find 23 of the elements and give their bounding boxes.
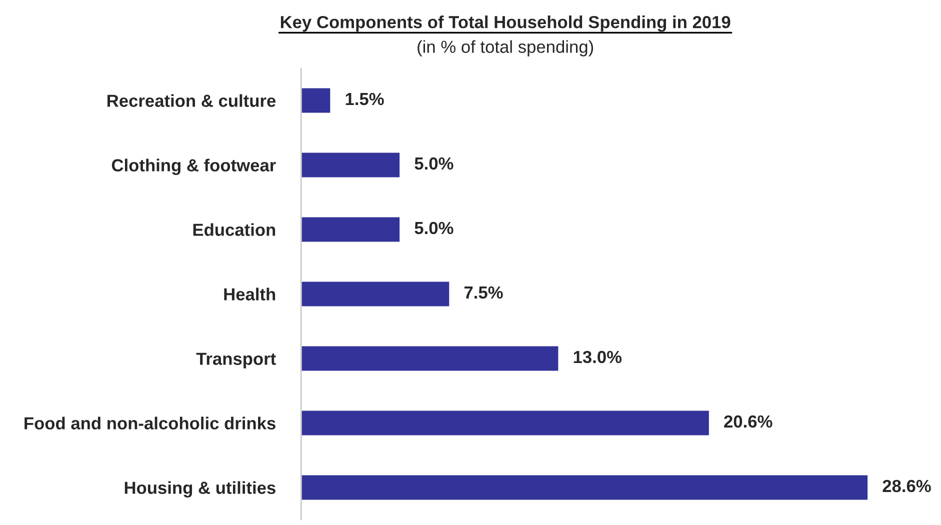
data-label: 28.6% — [882, 480, 931, 492]
chart-subtitle: (in % of total spending) — [418, 40, 594, 56]
bar — [301, 280, 451, 308]
data-label: 13.0% — [574, 350, 622, 364]
y-tick-label: Food and non-alcoholic drinks — [24, 416, 276, 430]
y-tick-label: Health — [224, 288, 276, 300]
bar — [301, 409, 710, 437]
data-label: 1.5% — [346, 92, 384, 106]
data-label: 7.5% — [464, 286, 503, 299]
bar — [301, 344, 560, 372]
data-label: 5.0% — [414, 157, 454, 170]
y-tick-label: Housing & utilities — [124, 481, 276, 498]
bar — [301, 86, 332, 114]
data-label: 5.0% — [414, 222, 454, 234]
chart-title: Key Components of Total Household Spending in 2019 — [280, 15, 730, 32]
bar — [301, 474, 869, 502]
y-tick-label: Recreation & culture — [107, 94, 276, 107]
y-tick-label: Clothing & footwear — [112, 158, 276, 175]
data-label: 20.6% — [724, 415, 772, 428]
y-tick-label: Education — [193, 223, 276, 236]
bar — [301, 151, 401, 179]
bar — [301, 216, 401, 244]
y-tick-label: Transport — [196, 352, 276, 368]
